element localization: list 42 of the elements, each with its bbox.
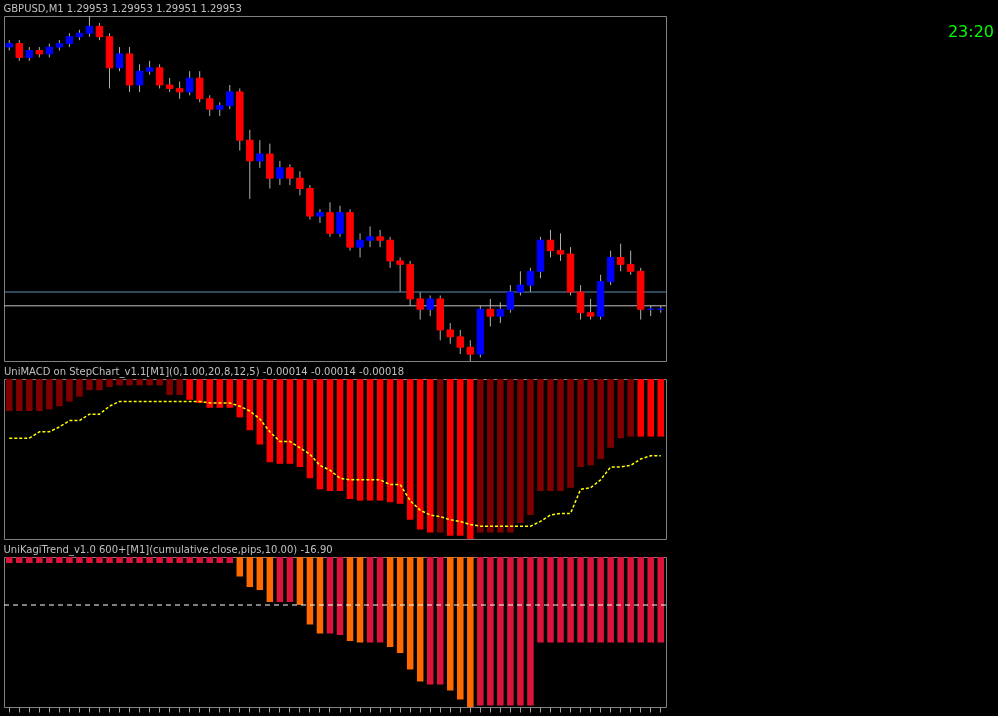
candlestick — [296, 170, 304, 196]
candlestick — [486, 298, 495, 327]
candlestick — [326, 201, 334, 238]
chart-title: GBPUSD,M1 1.29953 1.29953 1.29951 1.29953 — [3, 2, 242, 14]
candlestick — [426, 294, 434, 317]
candlestick — [576, 284, 585, 321]
candlestick — [506, 284, 515, 314]
candlestick — [526, 267, 535, 293]
candlestick — [185, 70, 194, 96]
candlestick — [376, 229, 384, 248]
candlestick — [336, 205, 344, 238]
text: 23:20 — [947, 22, 994, 41]
candlestick — [616, 243, 625, 272]
candlestick — [386, 236, 394, 269]
candlestick — [626, 250, 635, 276]
chart-title: UniKagiTrend_v1.0 600+[M1](cumulative,close,pips,10.00) -16.90 — [3, 544, 333, 556]
candlestick — [396, 257, 404, 293]
candlestick — [456, 329, 465, 355]
candlestick — [496, 301, 505, 324]
candlestick — [286, 163, 294, 186]
candlestick — [516, 270, 525, 296]
candlestick — [85, 15, 94, 38]
candlestick — [246, 129, 254, 200]
candlestick — [135, 63, 144, 93]
candlestick — [115, 46, 124, 72]
candlestick — [15, 39, 24, 62]
candlestick — [316, 208, 324, 224]
candlestick — [586, 298, 595, 321]
candlestick — [446, 322, 455, 345]
candlestick — [546, 229, 555, 258]
candlestick — [195, 70, 204, 103]
candlestick — [226, 84, 234, 110]
candlestick — [256, 139, 264, 169]
chart-title: UniMACD on StepChart_v1.1[M1](0,1.00,20,8,12,5) -0.00014 -0.00014 -0.00018 — [4, 366, 405, 378]
candlestick — [155, 63, 164, 89]
candlestick — [556, 232, 565, 262]
candlestick — [356, 232, 364, 258]
candlestick — [466, 339, 475, 362]
candlestick — [366, 225, 374, 248]
candlestick — [416, 291, 424, 321]
candlestick — [276, 160, 284, 186]
candlestick — [205, 94, 214, 117]
